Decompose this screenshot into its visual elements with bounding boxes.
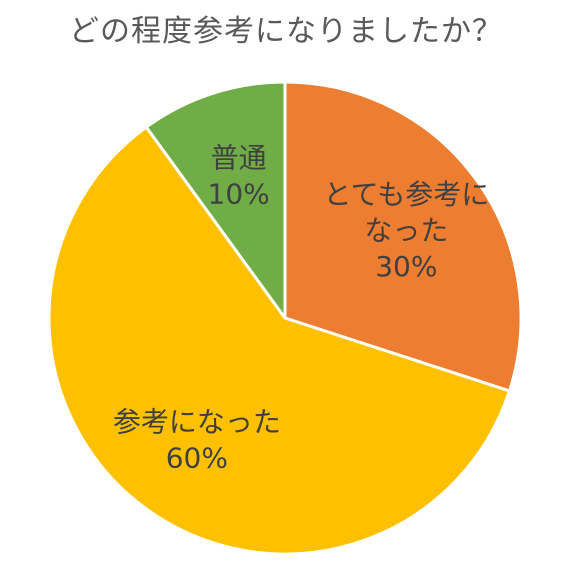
slice-category-label-3: 普通 (211, 141, 267, 174)
pie-slice-2 (47, 125, 511, 556)
pie-slice-1 (283, 80, 523, 393)
chart-title: どの程度参考になりましたか？ (69, 14, 503, 49)
slice-value-label-1: 30% (375, 250, 437, 283)
pie-slice-3 (144, 80, 287, 320)
slice-value-label-2: 60% (166, 441, 228, 474)
slice-value-label-3: 10% (208, 177, 270, 210)
pie-slices (47, 80, 523, 556)
slice-category-label-2: 参考になった (113, 405, 281, 438)
slice-category-label-1: なった (364, 214, 448, 247)
slice-category-label-1: とても参考に (323, 178, 489, 211)
